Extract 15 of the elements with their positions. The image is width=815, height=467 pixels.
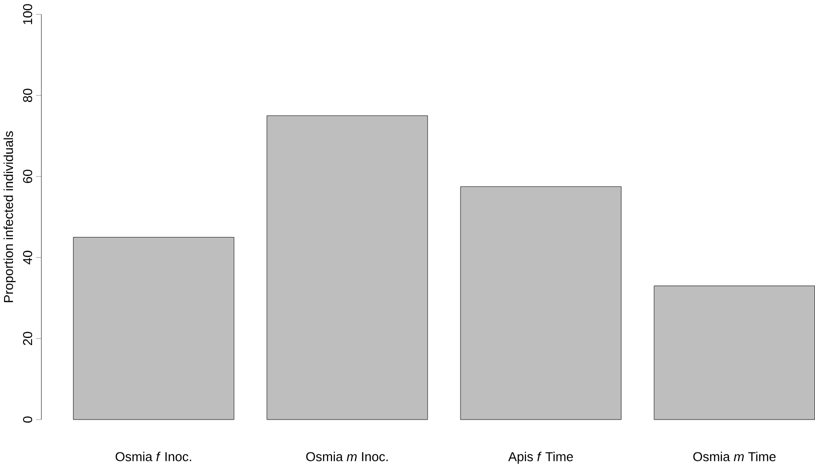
x-tick-label: Apis f Time: [508, 452, 573, 464]
bar: [73, 236, 234, 420]
bar: [654, 285, 815, 420]
y-tick-label: 100: [23, 4, 32, 24]
y-tick-label: 80: [23, 88, 32, 102]
y-tick-label: 20: [23, 332, 32, 345]
bar: [460, 186, 622, 420]
x-tick-label: Osmia m Inoc.: [306, 452, 388, 462]
y-tick-label: 0: [23, 416, 32, 422]
y-tick-label: 40: [23, 250, 32, 264]
x-tick-label: Osmia m Time: [693, 452, 776, 462]
bar: [266, 115, 428, 420]
x-tick-label: Osmia f Inoc.: [116, 452, 192, 462]
y-tick-label: 60: [23, 170, 32, 183]
y-axis-title: Proportion infected individuals: [4, 131, 16, 302]
